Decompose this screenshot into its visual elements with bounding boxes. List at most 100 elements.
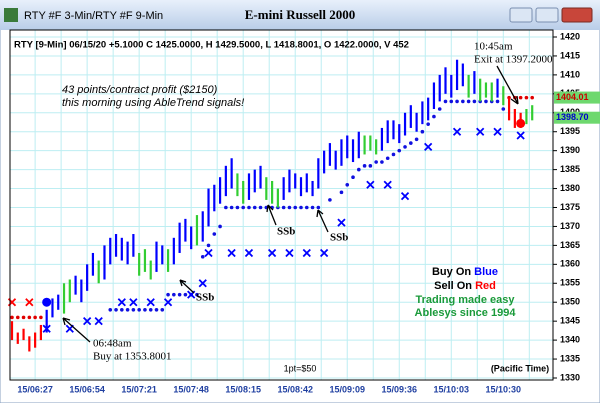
annotation: Buy at 1353.8001: [93, 351, 172, 363]
support-dot: [432, 114, 436, 119]
support-dot: [218, 224, 222, 229]
support-dot: [391, 152, 396, 157]
y-tick-label: 1360: [560, 259, 580, 269]
y-tick-label: 1345: [560, 316, 580, 326]
x-marker: [319, 248, 329, 258]
annotation: SSb: [196, 292, 214, 304]
x-marker: [285, 248, 294, 258]
x-marker: [267, 248, 277, 258]
legend-line: Sell On Red: [434, 280, 496, 292]
price-tag-label: 1404.01: [556, 92, 589, 102]
x-marker: [94, 317, 103, 326]
stop-dot: [39, 315, 43, 320]
x-tick-label: 15/07:21: [121, 384, 157, 394]
support-dot: [472, 99, 477, 104]
price-tag: [554, 91, 600, 104]
support-dot: [368, 164, 373, 168]
support-dot: [461, 99, 465, 104]
x-tick-label: 15/07:48: [173, 384, 209, 394]
x-marker: [452, 127, 462, 136]
annotation: (Pacific Time): [491, 363, 549, 373]
minimize-button[interactable]: [509, 7, 533, 23]
support-dot: [293, 205, 298, 210]
stop-dot: [524, 95, 529, 100]
x-marker: [302, 248, 311, 258]
support-dot: [143, 308, 147, 312]
price-tag: [554, 111, 600, 124]
support-dot: [397, 148, 402, 153]
signal-dot: [516, 118, 526, 128]
y-tick-label: 1415: [560, 50, 580, 60]
price-tag-label: 1398.70: [556, 112, 589, 122]
x-tick-label: 15/06:54: [69, 384, 105, 394]
x-marker: [117, 298, 126, 307]
support-dot: [247, 205, 251, 210]
legend-line: Buy On Blue: [432, 266, 498, 278]
close-button[interactable]: [561, 7, 593, 23]
x-marker: [476, 127, 485, 136]
stop-dot: [21, 315, 26, 320]
support-dot: [310, 205, 315, 210]
x-marker: [400, 191, 410, 201]
support-dot: [177, 292, 182, 297]
support-dot: [125, 308, 130, 312]
support-dot: [224, 205, 228, 210]
support-dot: [426, 122, 430, 126]
stop-dot: [530, 95, 534, 100]
header: RTY [9-Min] 06/15/20 +5.1000 C 1425.0000…: [14, 40, 409, 51]
support-dot: [160, 308, 165, 312]
x-marker: [146, 298, 155, 307]
x-marker: [516, 131, 525, 140]
stop-dot: [33, 315, 37, 320]
y-tick-label: 1355: [560, 278, 580, 288]
stop-dot: [10, 315, 14, 320]
y-tick-label: 1375: [560, 202, 580, 212]
annotation: 1pt=$50: [284, 363, 317, 373]
x-tick-label: 15/08:42: [277, 384, 313, 394]
support-dot: [299, 205, 303, 210]
support-dot: [131, 308, 136, 312]
y-tick-label: 1340: [560, 334, 580, 344]
annotation: 06:48am: [93, 338, 132, 350]
x-marker: [337, 218, 346, 227]
support-dot: [108, 308, 113, 312]
support-dot: [420, 129, 425, 134]
support-dot: [287, 205, 292, 210]
x-marker: [25, 298, 34, 307]
y-tick-label: 1410: [560, 69, 580, 79]
support-dot: [437, 107, 442, 111]
support-dot: [206, 243, 211, 248]
support-dot: [183, 292, 188, 297]
support-dot: [212, 232, 217, 236]
arrows: [62, 65, 519, 343]
support-dot: [357, 167, 361, 172]
y-tick-label: 1330: [560, 372, 580, 382]
y-tick-label: 1365: [560, 240, 580, 250]
support-dot: [235, 205, 240, 210]
legend-line: Ablesys since 1994: [415, 307, 517, 319]
support-dot: [466, 99, 471, 104]
stop-dot: [27, 315, 32, 320]
x-marker: [198, 279, 207, 288]
y-tick-label: 1385: [560, 164, 580, 174]
plot-border: [9, 29, 554, 381]
legend-line: Trading made easy: [415, 294, 515, 306]
support-dot: [328, 198, 332, 202]
support-dot: [229, 205, 234, 210]
x-marker: [383, 180, 392, 189]
x-tick-label: 15/10:03: [434, 384, 470, 394]
support-dot: [241, 205, 245, 210]
chart-title: E-mini Russell 2000: [245, 7, 356, 22]
y-tick-label: 1420: [560, 31, 580, 41]
support-dot: [449, 99, 454, 104]
annotation: Exit at 1397.2000: [474, 54, 553, 66]
x-marker: [493, 127, 502, 136]
window-title: RTY #F 3-Min/RTY #F 9-Min: [24, 10, 163, 22]
maximize-button[interactable]: [535, 7, 559, 23]
support-dot: [114, 308, 118, 312]
support-dot: [362, 164, 367, 168]
support-dot: [484, 99, 488, 104]
x-marker: [83, 317, 92, 326]
